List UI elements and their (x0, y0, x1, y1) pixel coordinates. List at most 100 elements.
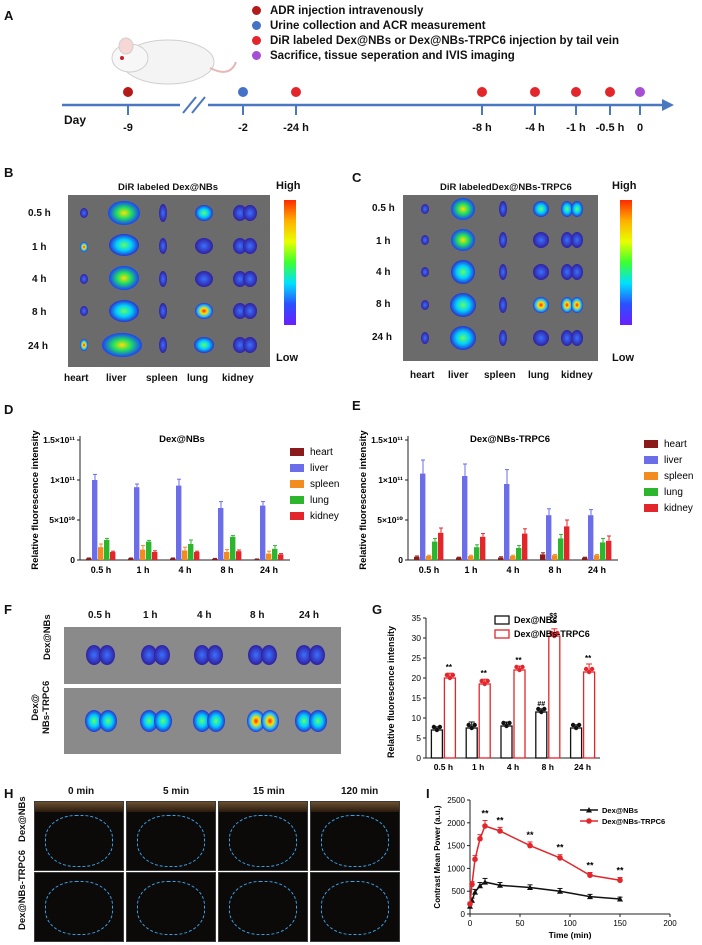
f-time: 8 h (250, 610, 265, 621)
bar (456, 557, 462, 560)
bar (278, 554, 284, 560)
significance-marker: ## (537, 701, 545, 708)
legend-label: kidney (310, 511, 339, 522)
bar (420, 473, 426, 560)
significance-marker: ** (586, 861, 594, 871)
tick-label: -0.5 h (595, 122, 625, 134)
scale-low-label: Low (276, 352, 298, 364)
tick-label: -4 h (525, 122, 545, 134)
bar (546, 515, 552, 560)
bar (582, 557, 588, 560)
timeline-legend: ADR injection intravenously Urine collec… (252, 3, 619, 63)
us-image (218, 872, 308, 942)
f-time: 24 h (299, 610, 320, 621)
x-tick-label: 200 (663, 919, 677, 928)
row-label-time: 8 h (32, 307, 47, 318)
organ-label: kidney (561, 370, 593, 381)
us-skin (127, 802, 215, 812)
panel-h-label: H (4, 786, 14, 801)
bar (176, 485, 182, 560)
legend-swatch (494, 629, 510, 639)
data-point (587, 893, 593, 900)
bar (548, 635, 561, 759)
bar (426, 556, 432, 560)
h-time: 15 min (253, 786, 285, 797)
data-point (527, 884, 533, 891)
data-point (576, 722, 582, 728)
organ-label: heart (64, 373, 89, 384)
data-point (437, 724, 443, 730)
legend-label: Dex@NBs (602, 806, 638, 815)
legend-text-urine: Urine collection and ACR measurement (270, 19, 486, 32)
legend-swatch (290, 448, 304, 456)
y-tick-label: 1×10¹¹ (50, 475, 75, 485)
organ-label: spleen (484, 370, 516, 381)
bar (182, 550, 188, 560)
legend-urine: Urine collection and ACR measurement (252, 18, 619, 33)
roi-outline (137, 881, 205, 935)
data-point (520, 664, 525, 670)
us-image (310, 801, 400, 871)
y-tick-label: 5×10¹⁰ (49, 515, 75, 525)
ivis-organs-b (80, 201, 257, 357)
significance-marker: ** (481, 809, 489, 819)
x-tick-label: 4 h (178, 565, 191, 575)
x-tick-label: 0.5 h (419, 565, 440, 575)
data-point (497, 828, 503, 834)
data-point (570, 722, 576, 728)
roi-outline (229, 881, 297, 935)
panel-a-label: A (4, 8, 14, 23)
tick-label: -1 h (566, 122, 586, 134)
f-row2-label-b: NBs-TRPC6 (41, 680, 52, 734)
x-tick-label: 0.5 h (434, 762, 453, 770)
bar (170, 558, 176, 560)
bar (498, 557, 504, 560)
legend-dot-sacrifice (252, 51, 261, 60)
us-skin (35, 802, 123, 812)
color-scale-bar (284, 200, 296, 325)
mouse-illustration (111, 37, 237, 85)
x-tick-label: 8 h (220, 565, 233, 575)
y-tick-label: 5 (416, 733, 421, 743)
panel-e-label: E (352, 398, 361, 413)
x-tick-label: 24 h (574, 762, 591, 770)
series-line (469, 825, 621, 905)
organ-label: heart (410, 370, 435, 381)
legend-dir: DiR labeled Dex@NBs or Dex@NBs-TRPC6 inj… (252, 33, 619, 48)
row-label-time: 8 h (376, 299, 391, 310)
bar (104, 540, 110, 560)
data-point (482, 681, 487, 687)
significance-marker: ** (585, 654, 592, 663)
significance-marker: ** (481, 669, 488, 678)
legend-dot-urine (252, 21, 261, 30)
data-point (504, 723, 509, 729)
legend-dot-dir (252, 36, 261, 45)
bar (254, 559, 260, 560)
legend-marker (586, 807, 592, 813)
us-image (310, 872, 400, 942)
bar (98, 547, 104, 560)
organ-label: lung (528, 370, 550, 381)
y-axis-label: Contrast Mean Power (a.u.) (433, 805, 442, 908)
us-image (218, 801, 308, 871)
legend-marker (586, 818, 592, 824)
significance-marker: ** (446, 663, 453, 672)
x-tick-label: 24 h (588, 565, 606, 575)
legend-sacrifice: Sacrifice, tissue seperation and IVIS im… (252, 48, 619, 63)
bar (152, 552, 158, 560)
bar (86, 558, 92, 560)
significance-marker: $$ (549, 613, 557, 620)
bar (588, 515, 594, 560)
data-point (479, 678, 484, 684)
legend-label: heart (310, 447, 333, 458)
f-kidney-row-trpc6 (64, 688, 341, 754)
legend-adr: ADR injection intravenously (252, 3, 619, 18)
color-scale-bar (620, 200, 632, 325)
scale-low-label: Low (612, 352, 634, 364)
bar (224, 552, 230, 560)
legend-label: Dex@NBs-TRPC6 (514, 629, 590, 639)
panel-i-label: I (426, 786, 430, 801)
data-point (514, 664, 519, 670)
bar (474, 547, 480, 560)
chart-title: Dex@NBs-TRPC6 (470, 434, 550, 445)
